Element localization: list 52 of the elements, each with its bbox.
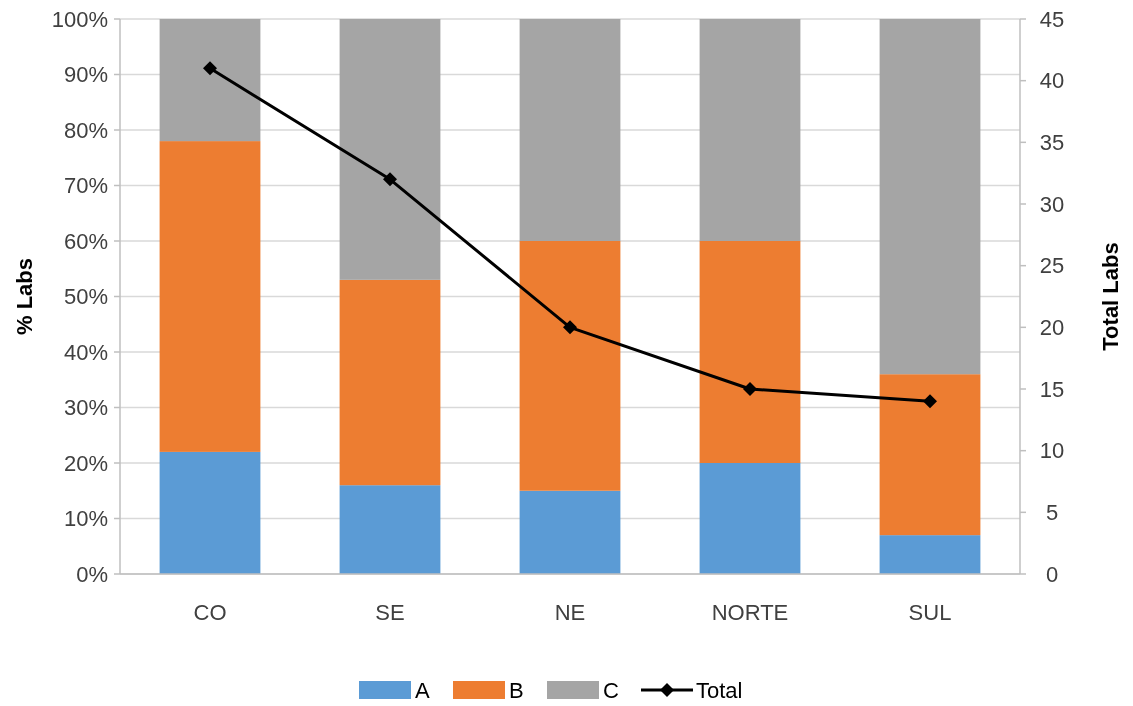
- x-tick-label: CO: [193, 600, 227, 625]
- bar: [339, 279, 441, 486]
- legend-label: A: [415, 677, 430, 703]
- bar: [699, 463, 801, 574]
- y-tick-label: 30%: [63, 395, 108, 421]
- y-tick-label: 40%: [63, 339, 108, 365]
- y-tick-label: 90%: [63, 62, 108, 88]
- y-tick-label: 70%: [63, 173, 108, 199]
- bar: [699, 19, 801, 241]
- x-tick-label: NE: [554, 600, 586, 625]
- bar: [879, 535, 981, 574]
- y-axis-title: % Labs: [12, 257, 37, 336]
- bar: [339, 485, 441, 574]
- point: [203, 61, 217, 76]
- bar: [159, 451, 261, 574]
- y-tick-label: 100%: [51, 6, 108, 32]
- bar: [339, 19, 441, 280]
- legend-label: B: [509, 677, 524, 703]
- y2-tick-label: 40: [1039, 68, 1065, 94]
- x-tick-label: SE: [375, 600, 405, 625]
- y2-tick-label: 20: [1039, 315, 1065, 341]
- y-tick-label: 10%: [63, 506, 108, 532]
- y2-axis-title: Total Labs: [1098, 242, 1123, 351]
- bar: [699, 241, 801, 463]
- legend-label: C: [603, 677, 619, 703]
- y-tick-label: 0%: [76, 561, 108, 587]
- bar: [159, 141, 261, 452]
- y-tick-label: 80%: [63, 117, 108, 143]
- point: [923, 394, 937, 409]
- bar: [879, 374, 981, 536]
- bar: [519, 241, 621, 491]
- x-tick-label: NORTE: [711, 600, 789, 625]
- y2-tick-label: 45: [1039, 6, 1065, 32]
- y2-tick-label: 35: [1039, 130, 1065, 156]
- point: [743, 382, 757, 396]
- point: [383, 172, 397, 187]
- y2-tick-label: 5: [1045, 500, 1059, 526]
- y2-tick-label: 30: [1039, 191, 1065, 217]
- y2-tick-label: 15: [1039, 376, 1065, 402]
- y-tick-label: 50%: [63, 284, 108, 310]
- point: [563, 320, 577, 335]
- bar: [519, 490, 621, 574]
- bar: [879, 19, 981, 375]
- y2-tick-label: 10: [1039, 438, 1065, 464]
- bar: [519, 19, 621, 241]
- x-tick-label: SUL: [908, 600, 952, 625]
- y2-tick-label: 25: [1039, 253, 1065, 279]
- y2-tick-label: 0: [1045, 561, 1059, 587]
- y-tick-label: 60%: [63, 228, 108, 254]
- y-tick-label: 20%: [63, 450, 108, 476]
- legend-label: Total: [696, 677, 743, 703]
- bar: [159, 19, 261, 142]
